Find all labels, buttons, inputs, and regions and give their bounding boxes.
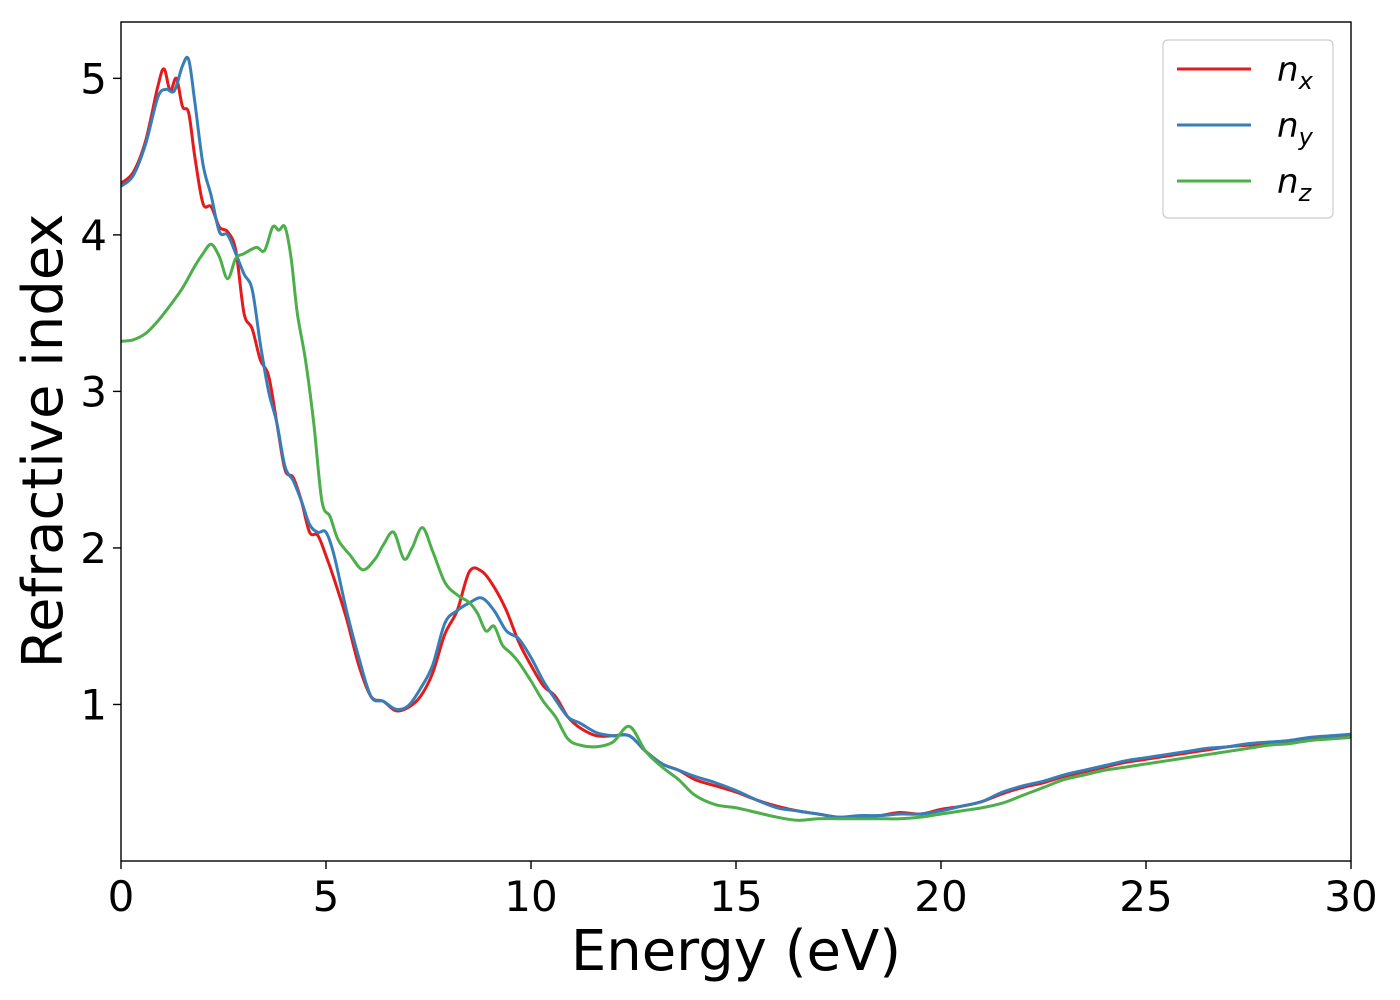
legend-label-nx: nx: [1277, 50, 1314, 95]
y-tick-label: 5: [80, 54, 107, 103]
ticks-layer: 0 5 10 15 20 25 30 1 2 3 4 5: [80, 54, 1377, 921]
x-tick-label: 15: [709, 872, 762, 921]
x-tick-label: 0: [108, 872, 135, 921]
x-axis-label: Energy (eV): [571, 919, 901, 984]
x-tick-label: 20: [914, 872, 967, 921]
series-layer: [121, 55, 1351, 822]
x-tick-label: 25: [1119, 872, 1172, 921]
y-axis-label: Refractive index: [11, 214, 76, 669]
y-tick-label: 3: [80, 367, 107, 416]
x-tick-label: 30: [1324, 872, 1377, 921]
x-tick-label: 5: [313, 872, 340, 921]
series-line-ny: [121, 55, 1351, 819]
y-tick-label: 2: [80, 524, 107, 573]
y-tick-label: 4: [80, 211, 107, 260]
legend-frame: [1162, 39, 1334, 219]
y-tick-label: 1: [80, 680, 107, 729]
x-tick-label: 10: [504, 872, 557, 921]
series-line-nz: [121, 224, 1351, 822]
